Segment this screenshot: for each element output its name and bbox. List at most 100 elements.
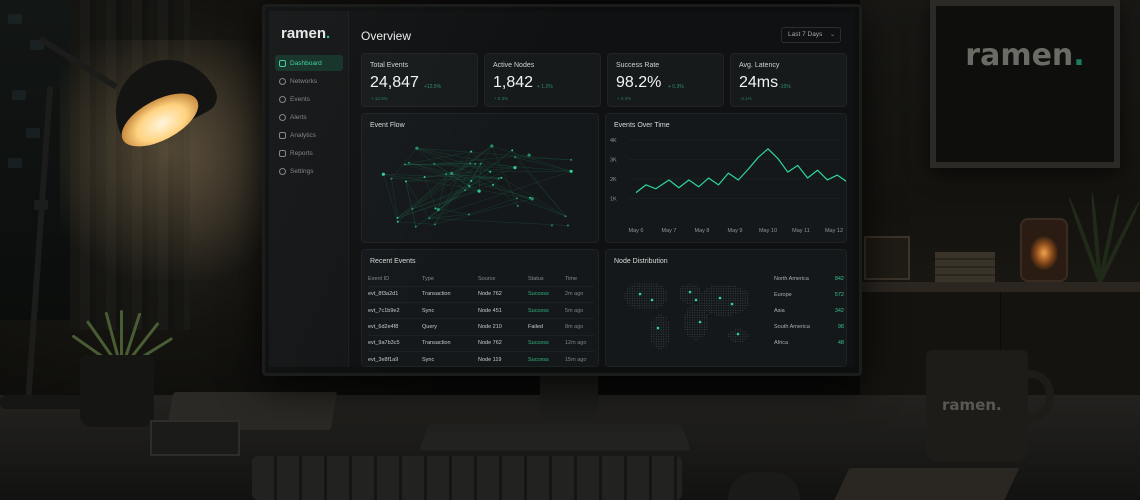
map-dot: [655, 317, 657, 319]
region-row[interactable]: South America 98: [774, 324, 844, 340]
date-range-value: Last 7 Days: [788, 31, 823, 38]
sidebar-item-dashboard[interactable]: Dashboard: [275, 55, 343, 71]
map-dot: [653, 285, 655, 287]
sidebar-item-reports[interactable]: Reports: [275, 145, 343, 161]
map-dot: [689, 326, 691, 328]
map-dot: [627, 295, 629, 297]
map-dot: [699, 312, 701, 314]
map-dot: [651, 336, 653, 338]
region-row[interactable]: Africa 48: [774, 340, 844, 356]
map-dot: [694, 288, 696, 290]
flow-edge: [451, 173, 533, 200]
map-dot: [735, 333, 737, 335]
event-status: Success: [528, 351, 565, 366]
map-dot: [665, 297, 667, 299]
map-dot: [663, 341, 665, 343]
map-dot: [655, 333, 657, 335]
flow-edge: [434, 151, 472, 225]
map-dot: [651, 324, 653, 326]
map-dot: [730, 312, 732, 314]
sidebar-item-analytics[interactable]: Analytics: [275, 127, 343, 143]
map-dot: [744, 305, 746, 307]
flow-edge: [405, 181, 416, 227]
kpi-success-rate[interactable]: Success Rate 98.2% + 0.3% + 0.3%: [607, 53, 724, 107]
map-dot: [732, 341, 734, 343]
map-dot: [691, 305, 693, 307]
region-row[interactable]: Europe 572: [774, 292, 844, 308]
map-dot: [720, 305, 722, 307]
map-dot: [718, 314, 720, 316]
sidebar-item-settings[interactable]: Settings: [275, 163, 343, 179]
table-row[interactable]: evt_3e8f1a9 Sync Node 119 Success 15m ag…: [368, 351, 594, 366]
map-dot: [739, 309, 741, 311]
map-dot: [689, 297, 691, 299]
flow-node: [423, 176, 426, 179]
map-dot: [634, 295, 636, 297]
map-dot: [658, 331, 660, 333]
map-dot: [725, 302, 727, 304]
sidebar-item-alerts[interactable]: Alerts: [275, 109, 343, 125]
map-dot: [687, 314, 689, 316]
map-dot: [735, 307, 737, 309]
brand-logo[interactable]: ramen.: [281, 25, 331, 42]
map-dot: [718, 290, 720, 292]
date-range-select[interactable]: Last 7 Days ⌄: [781, 27, 841, 43]
map-dot: [689, 300, 691, 302]
table-row[interactable]: evt_6d2e4f8 Query Node 210 Failed 8m ago: [368, 318, 594, 336]
map-dot: [648, 300, 650, 302]
flow-node: [415, 146, 419, 150]
map-dot: [737, 290, 739, 292]
map-dot: [627, 302, 629, 304]
sidebar-item-networks[interactable]: Networks: [275, 73, 343, 89]
kpi-avg-latency[interactable]: Avg. Latency 24ms -15% -2.1%: [730, 53, 847, 107]
map-dot: [653, 283, 655, 285]
sidebar: ramen. Dashboard Networks Events Alerts …: [269, 11, 349, 367]
table-row[interactable]: evt_9a7b3c5 Transaction Node 762 Success…: [368, 334, 594, 352]
map-dot: [715, 300, 717, 302]
map-dot: [655, 326, 657, 328]
table-row[interactable]: evt_7c1b9e2 Sync Node 451 Success 5m ago: [368, 301, 594, 319]
map-dot: [667, 326, 669, 328]
map-dot: [643, 283, 645, 285]
panel-title: Recent Events: [370, 258, 416, 265]
map-dot: [742, 300, 744, 302]
table-row[interactable]: evt_8f3a2d1 Transaction Node 762 Success…: [368, 285, 594, 303]
y-tick-label: 3K: [610, 158, 617, 164]
map-dot: [696, 307, 698, 309]
map-dot: [747, 336, 749, 338]
kpi-active-nodes[interactable]: Active Nodes 1,842 + 1.2% + 5.3%: [484, 53, 601, 107]
map-dot: [636, 285, 638, 287]
map-dot: [660, 319, 662, 321]
map-dot: [727, 309, 729, 311]
map-dot: [703, 300, 705, 302]
x-tick-label: May 12: [825, 228, 843, 234]
map-dot: [658, 285, 660, 287]
flow-node: [513, 165, 517, 170]
region-row[interactable]: Asia 342: [774, 308, 844, 324]
map-dot: [648, 297, 650, 299]
map-dot: [643, 288, 645, 290]
kpi-total-events[interactable]: Total Events 24,847 +12.5% + 12.5%: [361, 53, 478, 107]
map-dot: [691, 297, 693, 299]
map-dot: [641, 288, 643, 290]
map-dot: [694, 293, 696, 295]
map-dot: [655, 283, 657, 285]
region-row[interactable]: North America 842: [774, 276, 844, 292]
map-dot: [718, 305, 720, 307]
flow-node: [411, 207, 414, 210]
map-dot: [706, 326, 708, 328]
map-dot: [687, 331, 689, 333]
map-dot: [655, 297, 657, 299]
map-dot: [701, 312, 703, 314]
map-dot: [687, 290, 689, 292]
map-dot: [684, 295, 686, 297]
map-dot: [660, 290, 662, 292]
map-dot: [648, 288, 650, 290]
map-dot: [742, 341, 744, 343]
map-dot: [634, 283, 636, 285]
map-dot: [660, 345, 662, 347]
flow-edge: [434, 163, 476, 225]
sidebar-item-events[interactable]: Events: [275, 91, 343, 107]
sidebar-item-label: Alerts: [290, 113, 307, 121]
map-dot: [720, 307, 722, 309]
